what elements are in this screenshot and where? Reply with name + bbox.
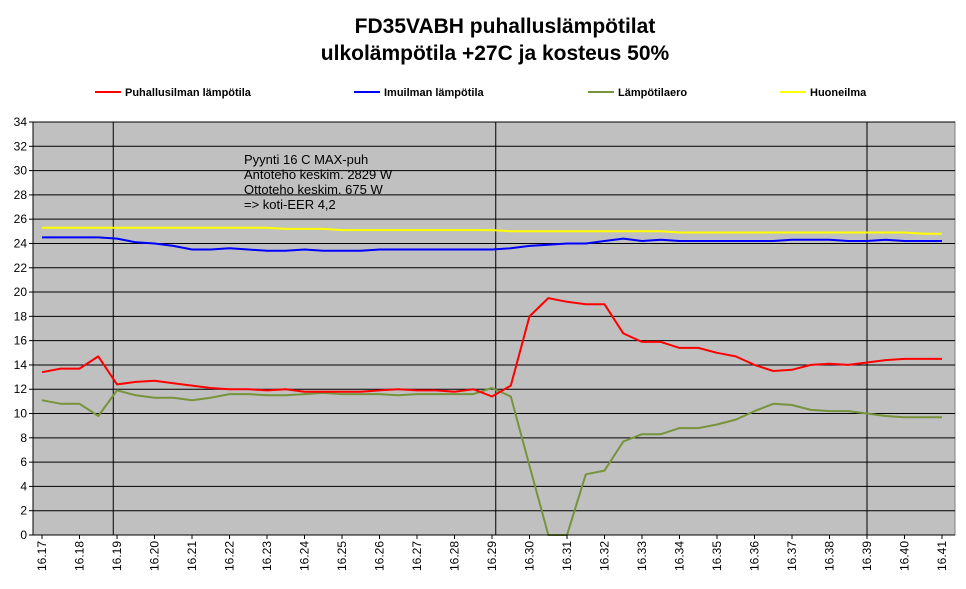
x-tick-label: 16.38 (823, 541, 837, 571)
series-lines (41, 226, 942, 536)
plot-area (32, 121, 956, 536)
x-tick-label: 16.35 (710, 541, 724, 571)
y-tick-label: 28 (14, 188, 28, 202)
y-tick-label: 24 (14, 236, 28, 250)
gridlines (33, 121, 955, 536)
x-tick-label: 16.33 (635, 541, 649, 571)
y-tick-label: 6 (20, 455, 27, 469)
x-tick-label: 16.19 (110, 541, 124, 571)
y-tick-label: 2 (20, 504, 27, 518)
x-tick-label: 16.24 (298, 541, 312, 571)
x-tick-label: 16.21 (185, 541, 199, 571)
y-tick-label: 20 (14, 285, 28, 299)
y-tick-label: 16 (14, 334, 28, 348)
vertical-markers (112, 122, 868, 535)
annotation-line: Ottoteho keskim. 675 W (244, 182, 383, 197)
y-tick-label: 12 (14, 382, 28, 396)
chart-subtitle: ulkolämpötila +27C ja kosteus 50% (321, 42, 670, 65)
legend: Puhallusilman lämpötila Imuilman lämpötil… (95, 87, 867, 99)
y-tick-label: 10 (14, 407, 28, 421)
y-tick-label: 26 (14, 212, 28, 226)
y-tick-label: 8 (20, 431, 27, 445)
y-tick-label: 30 (14, 164, 28, 178)
x-tick-label: 16.31 (560, 541, 574, 571)
x-tick-label: 16.34 (673, 541, 687, 571)
x-tick-label: 16.37 (785, 541, 799, 571)
x-tick-label: 16.28 (448, 541, 462, 571)
legend-label: Imuilman lämpötila (384, 87, 485, 99)
annotation-line: Antoteho keskim. 2829 W (244, 167, 393, 182)
x-tick-label: 16.32 (598, 541, 612, 571)
series-line-1 (42, 236, 942, 252)
x-tick-label: 16.27 (410, 541, 424, 571)
x-tick-label: 16.23 (260, 541, 274, 571)
x-tick-label: 16.20 (148, 541, 162, 571)
y-tick-label: 14 (14, 358, 28, 372)
x-tick-label: 16.22 (223, 541, 237, 571)
y-tick-label: 32 (14, 139, 28, 153)
y-tick-label: 18 (14, 309, 28, 323)
y-tick-label: 22 (14, 261, 28, 275)
series-line-2 (41, 387, 942, 536)
series-line-0 (41, 297, 942, 398)
x-tick-label: 16.41 (935, 541, 949, 571)
x-tick-label: 16.29 (485, 541, 499, 571)
x-tick-label: 16.40 (898, 541, 912, 571)
annotation-line: Pyynti 16 C MAX-puh (244, 152, 368, 167)
x-axis: 16.17 16.18 16.19 16.20 16.21 16.22 16.23 16.24… (33, 534, 955, 571)
x-tick-label: 16.18 (73, 541, 87, 571)
x-tick-label: 16.17 (35, 541, 49, 571)
x-tick-label: 16.39 (860, 541, 874, 571)
legend-label: Lämpötilaero (618, 87, 687, 99)
legend-label: Huoneilma (810, 87, 867, 99)
y-tick-label: 34 (14, 115, 28, 129)
x-tick-label: 16.30 (523, 541, 537, 571)
y-tick-label: 0 (20, 528, 27, 542)
x-tick-label: 16.25 (335, 541, 349, 571)
y-tick-label: 4 (20, 479, 27, 493)
x-tick-label: 16.36 (748, 541, 762, 571)
chart-title: FD35VABH puhalluslämpötilat (355, 15, 656, 38)
x-tick-label: 16.26 (373, 541, 387, 571)
series-line-3 (42, 226, 942, 235)
legend-label: Puhallusilman lämpötila (125, 87, 252, 99)
annotation-line: => koti-EER 4,2 (244, 197, 336, 212)
